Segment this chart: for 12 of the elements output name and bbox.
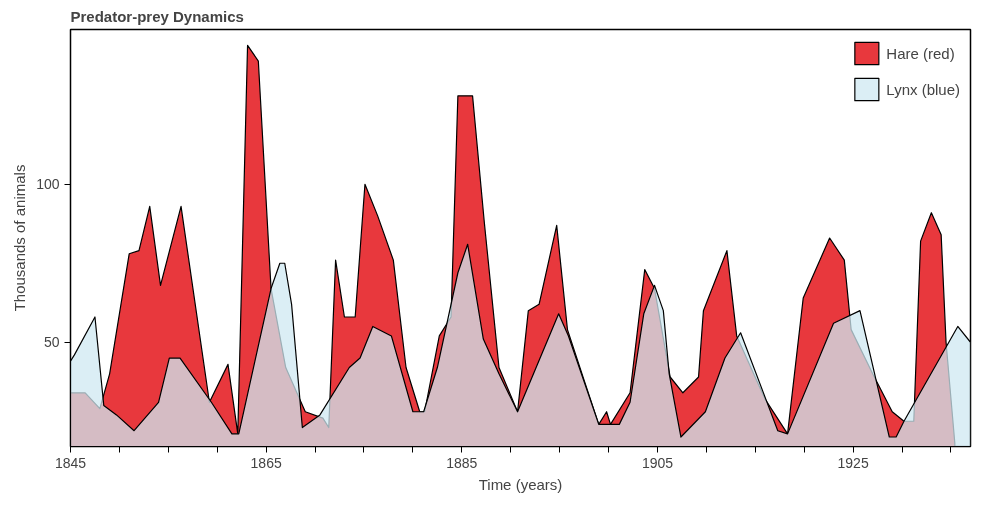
- legend-label: Lynx (blue): [886, 80, 960, 98]
- y-tick-label: 50: [43, 334, 60, 351]
- x-tick-label: 1845: [54, 454, 87, 471]
- chart-title: Predator-prey Dynamics: [70, 7, 244, 25]
- x-tick-label: 1905: [641, 454, 674, 471]
- legend-label: Hare (red): [886, 44, 955, 62]
- y-tick-label: 100: [36, 176, 60, 193]
- x-axis-title: Time (years): [478, 475, 563, 493]
- x-tick-label: 1885: [446, 454, 478, 471]
- x-tick-label: 1865: [250, 454, 282, 471]
- y-axis-title: Thousands of animals: [11, 164, 29, 312]
- x-tick-label: 1925: [837, 454, 869, 471]
